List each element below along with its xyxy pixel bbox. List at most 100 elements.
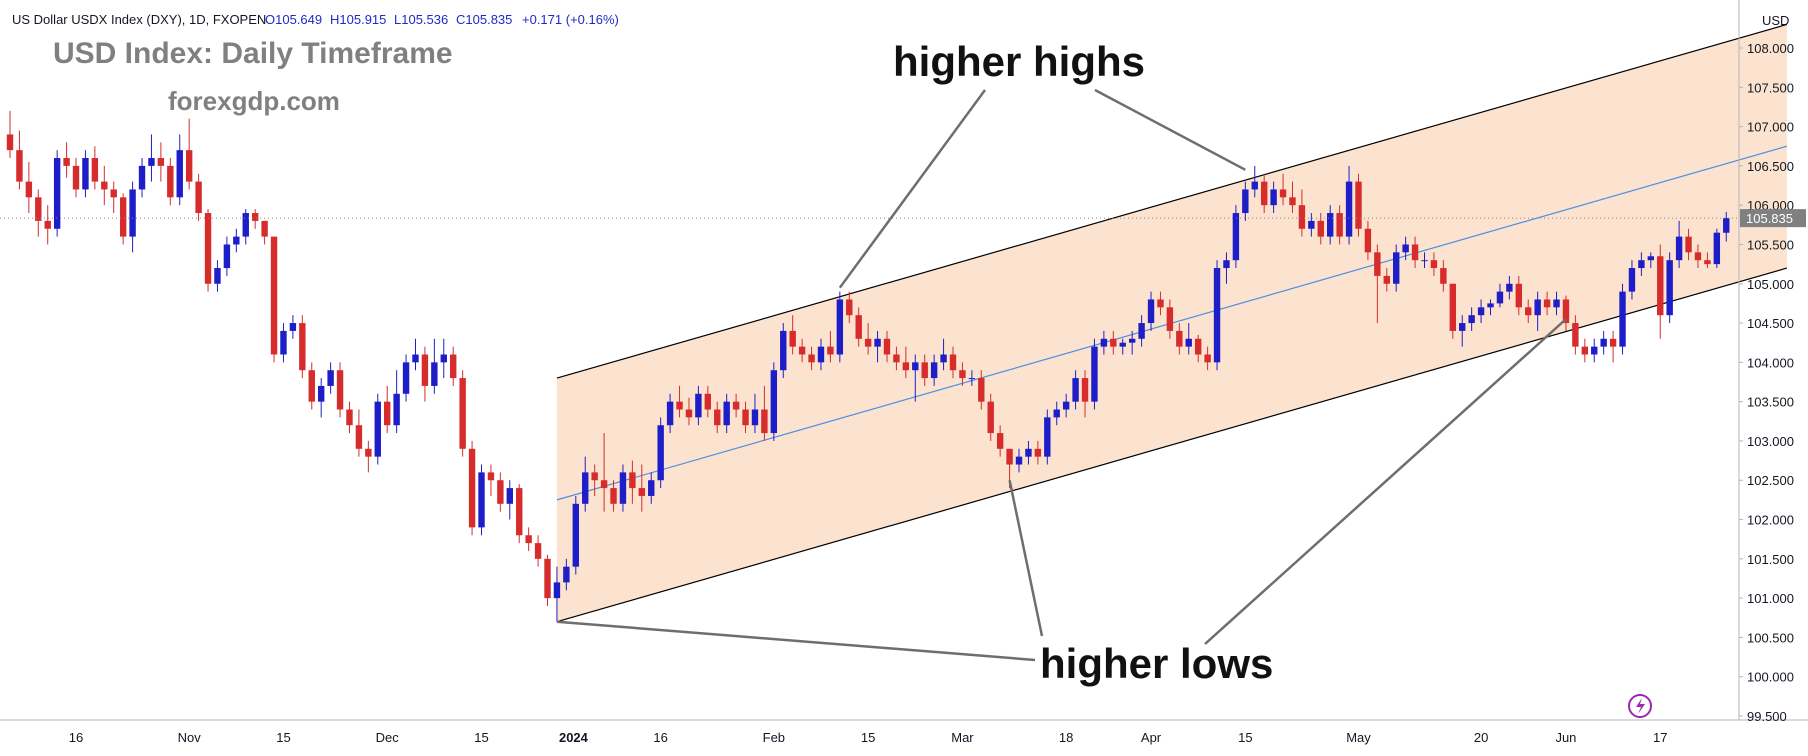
candle[interactable] — [53, 150, 61, 237]
candle[interactable] — [883, 330, 891, 363]
candle[interactable] — [723, 393, 730, 434]
candle[interactable] — [1440, 260, 1447, 292]
candle[interactable] — [1138, 315, 1145, 347]
candle[interactable] — [355, 409, 363, 457]
candle[interactable] — [638, 464, 646, 512]
candle[interactable] — [1723, 211, 1730, 242]
candle[interactable] — [987, 393, 994, 441]
candle[interactable] — [487, 464, 495, 496]
candle[interactable] — [1053, 401, 1060, 426]
candle[interactable] — [1176, 323, 1183, 355]
candle[interactable] — [1572, 315, 1579, 355]
candle[interactable] — [610, 480, 617, 512]
y-axis[interactable]: 108.000107.500107.000106.500106.000105.5… — [1739, 41, 1794, 724]
candle[interactable] — [299, 315, 306, 379]
candle[interactable] — [148, 134, 155, 182]
candle[interactable] — [1619, 283, 1626, 355]
candle[interactable] — [176, 134, 183, 206]
candle[interactable] — [1421, 252, 1428, 269]
candle[interactable] — [1666, 252, 1673, 324]
candle[interactable] — [1562, 295, 1570, 331]
candle[interactable] — [1157, 291, 1164, 316]
candle[interactable] — [204, 209, 212, 292]
candle[interactable] — [893, 346, 900, 371]
candle[interactable] — [808, 346, 815, 371]
candle[interactable] — [685, 397, 693, 426]
candle[interactable] — [1393, 244, 1400, 292]
candle[interactable] — [478, 464, 485, 536]
candle[interactable] — [110, 181, 117, 214]
channel-upper-line[interactable] — [556, 23, 1788, 379]
candle[interactable] — [1185, 323, 1192, 355]
candle[interactable] — [1534, 291, 1541, 331]
candle[interactable] — [336, 362, 344, 418]
candle[interactable] — [1383, 268, 1390, 292]
candle[interactable] — [1430, 252, 1438, 276]
candle[interactable] — [6, 110, 14, 159]
candle[interactable] — [1308, 213, 1315, 237]
candle[interactable] — [817, 338, 825, 371]
candle[interactable] — [16, 130, 23, 190]
candle[interactable] — [431, 338, 438, 394]
candle[interactable] — [619, 464, 627, 512]
candle[interactable] — [1468, 307, 1475, 331]
candle[interactable] — [714, 401, 721, 434]
candle[interactable] — [185, 118, 193, 190]
candle[interactable] — [798, 338, 806, 363]
candle[interactable] — [1015, 448, 1023, 473]
channel-lower-line[interactable] — [556, 267, 1788, 623]
candle[interactable] — [167, 158, 174, 206]
candle[interactable] — [1232, 205, 1240, 269]
candle[interactable] — [214, 260, 221, 292]
candle[interactable] — [346, 401, 353, 434]
candle[interactable] — [1289, 181, 1296, 214]
candle[interactable] — [35, 189, 42, 237]
candle[interactable] — [1298, 189, 1306, 237]
candle[interactable] — [968, 370, 976, 386]
candle[interactable] — [1091, 338, 1098, 410]
candle[interactable] — [572, 495, 579, 575]
candle[interactable] — [582, 456, 589, 512]
candle[interactable] — [1034, 440, 1042, 465]
candle[interactable] — [1704, 252, 1711, 269]
candle[interactable] — [770, 362, 778, 441]
candle[interactable] — [450, 346, 457, 386]
candle[interactable] — [1213, 260, 1221, 371]
candle[interactable] — [1128, 330, 1136, 355]
candle[interactable] — [525, 527, 532, 551]
candle[interactable] — [270, 236, 278, 363]
candle[interactable] — [666, 393, 674, 434]
candle[interactable] — [1609, 330, 1617, 363]
candle[interactable] — [676, 385, 683, 418]
candle[interactable] — [157, 142, 165, 182]
candle[interactable] — [1327, 205, 1334, 245]
candle[interactable] — [506, 480, 513, 520]
candle[interactable] — [1336, 205, 1343, 245]
candle[interactable] — [497, 472, 504, 512]
candle[interactable] — [1515, 275, 1522, 316]
candle[interactable] — [1374, 244, 1381, 324]
candle[interactable] — [1581, 338, 1589, 363]
candle[interactable] — [468, 440, 476, 536]
candle[interactable] — [402, 354, 410, 402]
candle[interactable] — [223, 236, 231, 276]
candle[interactable] — [129, 181, 136, 253]
candle[interactable] — [761, 385, 768, 441]
candle[interactable] — [629, 460, 636, 504]
candle[interactable] — [44, 205, 51, 245]
candle[interactable] — [317, 378, 325, 418]
candle[interactable] — [534, 535, 542, 567]
candle[interactable] — [195, 173, 202, 221]
candle[interactable] — [374, 393, 381, 465]
candle[interactable] — [836, 291, 844, 363]
candle[interactable] — [1685, 228, 1692, 261]
candle[interactable] — [789, 315, 796, 355]
candle[interactable] — [1194, 334, 1202, 363]
candle[interactable] — [732, 393, 740, 418]
candle[interactable] — [1657, 244, 1664, 339]
candle[interactable] — [1345, 165, 1353, 245]
candle[interactable] — [1449, 283, 1456, 339]
candle[interactable] — [949, 346, 957, 379]
candle[interactable] — [1204, 346, 1211, 371]
